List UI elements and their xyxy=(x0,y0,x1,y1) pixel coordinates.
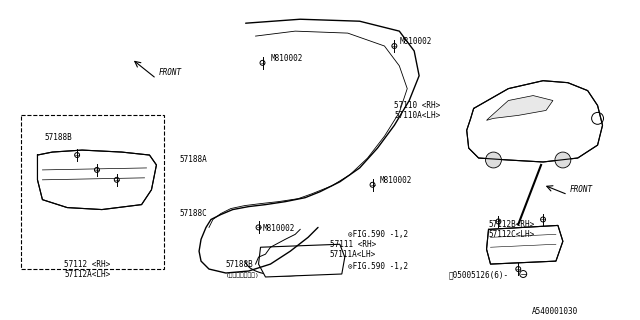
Circle shape xyxy=(95,167,99,172)
Circle shape xyxy=(260,60,265,65)
Text: 57110A<LH>: 57110A<LH> xyxy=(394,111,440,120)
Text: FRONT: FRONT xyxy=(159,68,182,77)
Polygon shape xyxy=(38,150,156,210)
Text: 57112B<RH>: 57112B<RH> xyxy=(488,220,535,229)
Circle shape xyxy=(486,152,501,168)
Text: M810002: M810002 xyxy=(271,54,303,63)
Text: ⊙FIG.590 -1,2: ⊙FIG.590 -1,2 xyxy=(348,230,408,239)
Text: 57188C: 57188C xyxy=(179,209,207,218)
Polygon shape xyxy=(486,225,563,264)
Circle shape xyxy=(75,153,79,157)
Text: M810002: M810002 xyxy=(380,176,412,185)
Text: (ニット取り付け): (ニット取り付け) xyxy=(226,272,260,278)
Text: 57111A<LH>: 57111A<LH> xyxy=(330,250,376,259)
Text: ⊙FIG.590 -1,2: ⊙FIG.590 -1,2 xyxy=(348,262,408,271)
Polygon shape xyxy=(467,81,602,162)
Text: M810002: M810002 xyxy=(262,224,295,233)
Text: M810002: M810002 xyxy=(399,37,432,46)
Circle shape xyxy=(392,44,397,48)
Bar xyxy=(20,116,164,269)
Circle shape xyxy=(496,219,501,224)
Circle shape xyxy=(541,217,545,222)
Text: Ⓝ05005126(6)-: Ⓝ05005126(6)- xyxy=(449,270,509,279)
Circle shape xyxy=(516,267,521,272)
Text: 57112C<LH>: 57112C<LH> xyxy=(488,230,535,239)
Circle shape xyxy=(256,225,261,230)
Text: 57188B: 57188B xyxy=(226,260,253,269)
Text: 57112A<LH>: 57112A<LH> xyxy=(64,270,111,279)
Text: 57111 <RH>: 57111 <RH> xyxy=(330,240,376,249)
Text: 57112 <RH>: 57112 <RH> xyxy=(64,260,111,269)
Polygon shape xyxy=(486,96,553,120)
Circle shape xyxy=(115,177,119,182)
Circle shape xyxy=(555,152,571,168)
Text: 57188A: 57188A xyxy=(179,155,207,164)
Text: FRONT: FRONT xyxy=(570,185,593,194)
Text: 57188B: 57188B xyxy=(44,133,72,142)
Polygon shape xyxy=(259,244,345,277)
Circle shape xyxy=(370,182,375,187)
Text: 57110 <RH>: 57110 <RH> xyxy=(394,101,440,110)
Text: A540001030: A540001030 xyxy=(531,307,578,316)
